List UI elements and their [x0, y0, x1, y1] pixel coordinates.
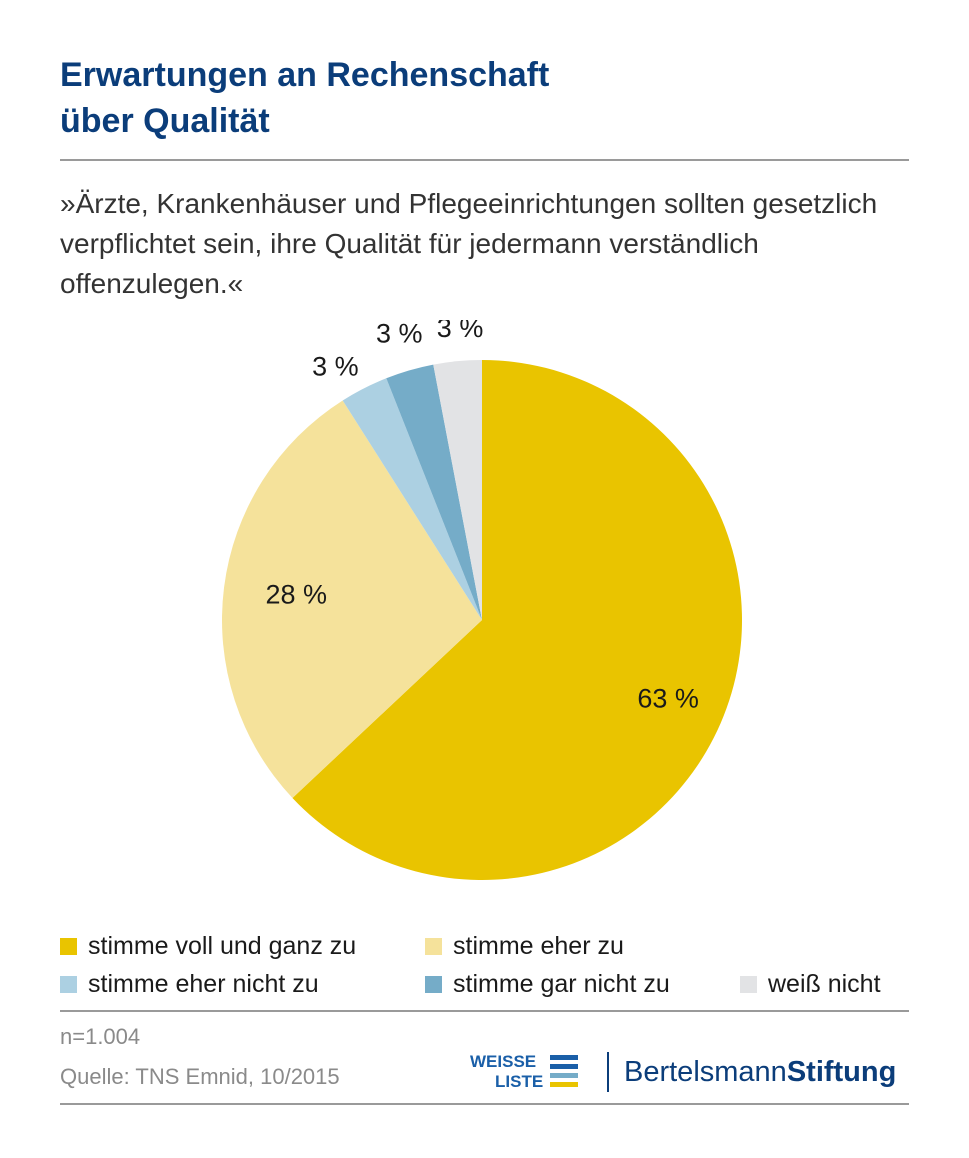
bertelsmann-logo-bold: Stiftung: [786, 1056, 897, 1088]
legend-item-stimme-voll-und-ganz-zu: stimme voll und ganz zu: [60, 928, 356, 964]
bertelsmann-logo-regular: Bertelsmann: [624, 1056, 787, 1088]
legend-item-stimme-eher-zu: stimme eher zu: [425, 928, 624, 964]
chart-title: Erwartungen an Rechenschaft über Qualitä…: [60, 52, 920, 144]
legend-swatch: [425, 975, 442, 993]
weisse-liste-logo-line2: LISTE: [495, 1072, 544, 1091]
legend: stimme voll und ganz zu stimme eher zu s…: [60, 928, 920, 1008]
legend-label: stimme voll und ganz zu: [88, 931, 357, 960]
pie-slice-label-4: 3 %: [437, 320, 484, 343]
pie-slice-1: [221, 400, 482, 798]
legend-label: weiß nicht: [768, 969, 881, 998]
pie-slice-2: [342, 378, 482, 620]
legend-item-stimme-gar-nicht-zu: stimme gar nicht zu: [425, 966, 670, 1002]
pie-slice-label-1: 28 %: [266, 580, 328, 610]
weisse-liste-bar-top: [550, 1055, 578, 1060]
legend-label: stimme gar nicht zu: [453, 969, 670, 998]
pie-slice-label-2: 3 %: [312, 352, 359, 382]
legend-divider: [60, 1010, 909, 1012]
weisse-liste-logo: WEISSE LISTE: [470, 1050, 582, 1094]
pie-slice-label-0: 63 %: [637, 684, 699, 714]
legend-item-weiss-nicht: weiß nicht: [740, 966, 881, 1002]
chart-title-line1: Erwartungen an Rechenschaft: [60, 56, 550, 94]
legend-swatch: [60, 975, 77, 993]
legend-label: stimme eher nicht zu: [88, 969, 319, 998]
legend-swatch: [60, 937, 77, 955]
legend-label: stimme eher zu: [453, 931, 624, 960]
pie-slice-4: [433, 360, 482, 620]
legend-item-stimme-eher-nicht-zu: stimme eher nicht zu: [60, 966, 319, 1002]
chart-subtitle: »Ärzte, Krankenhäuser und Pflegeeinricht…: [60, 188, 878, 299]
chart-title-line2: über Qualität: [60, 102, 270, 140]
legend-swatch: [740, 975, 757, 993]
title-divider: [60, 159, 909, 161]
bertelsmann-stiftung-logo: BertelsmannStiftung: [624, 1056, 896, 1089]
pie-slice-label-3: 3 %: [376, 320, 423, 348]
weisse-liste-logo-line1: WEISSE: [470, 1052, 537, 1071]
logo-separator: [607, 1052, 609, 1092]
legend-swatch: [425, 937, 442, 955]
sample-size: n=1.004: [60, 1024, 141, 1049]
pie-chart: 63 % 28 % 3 % 3 % 3 %: [221, 320, 742, 880]
weisse-liste-bar-low: [550, 1082, 578, 1087]
pie-slice-3: [386, 364, 482, 620]
footer-divider: [60, 1103, 909, 1105]
pie-slice-0: [292, 360, 742, 880]
source-note: Quelle: TNS Emnid, 10/2015: [60, 1064, 340, 1089]
weisse-liste-bar-mid: [550, 1073, 578, 1078]
weisse-liste-bar-top2: [550, 1064, 578, 1069]
